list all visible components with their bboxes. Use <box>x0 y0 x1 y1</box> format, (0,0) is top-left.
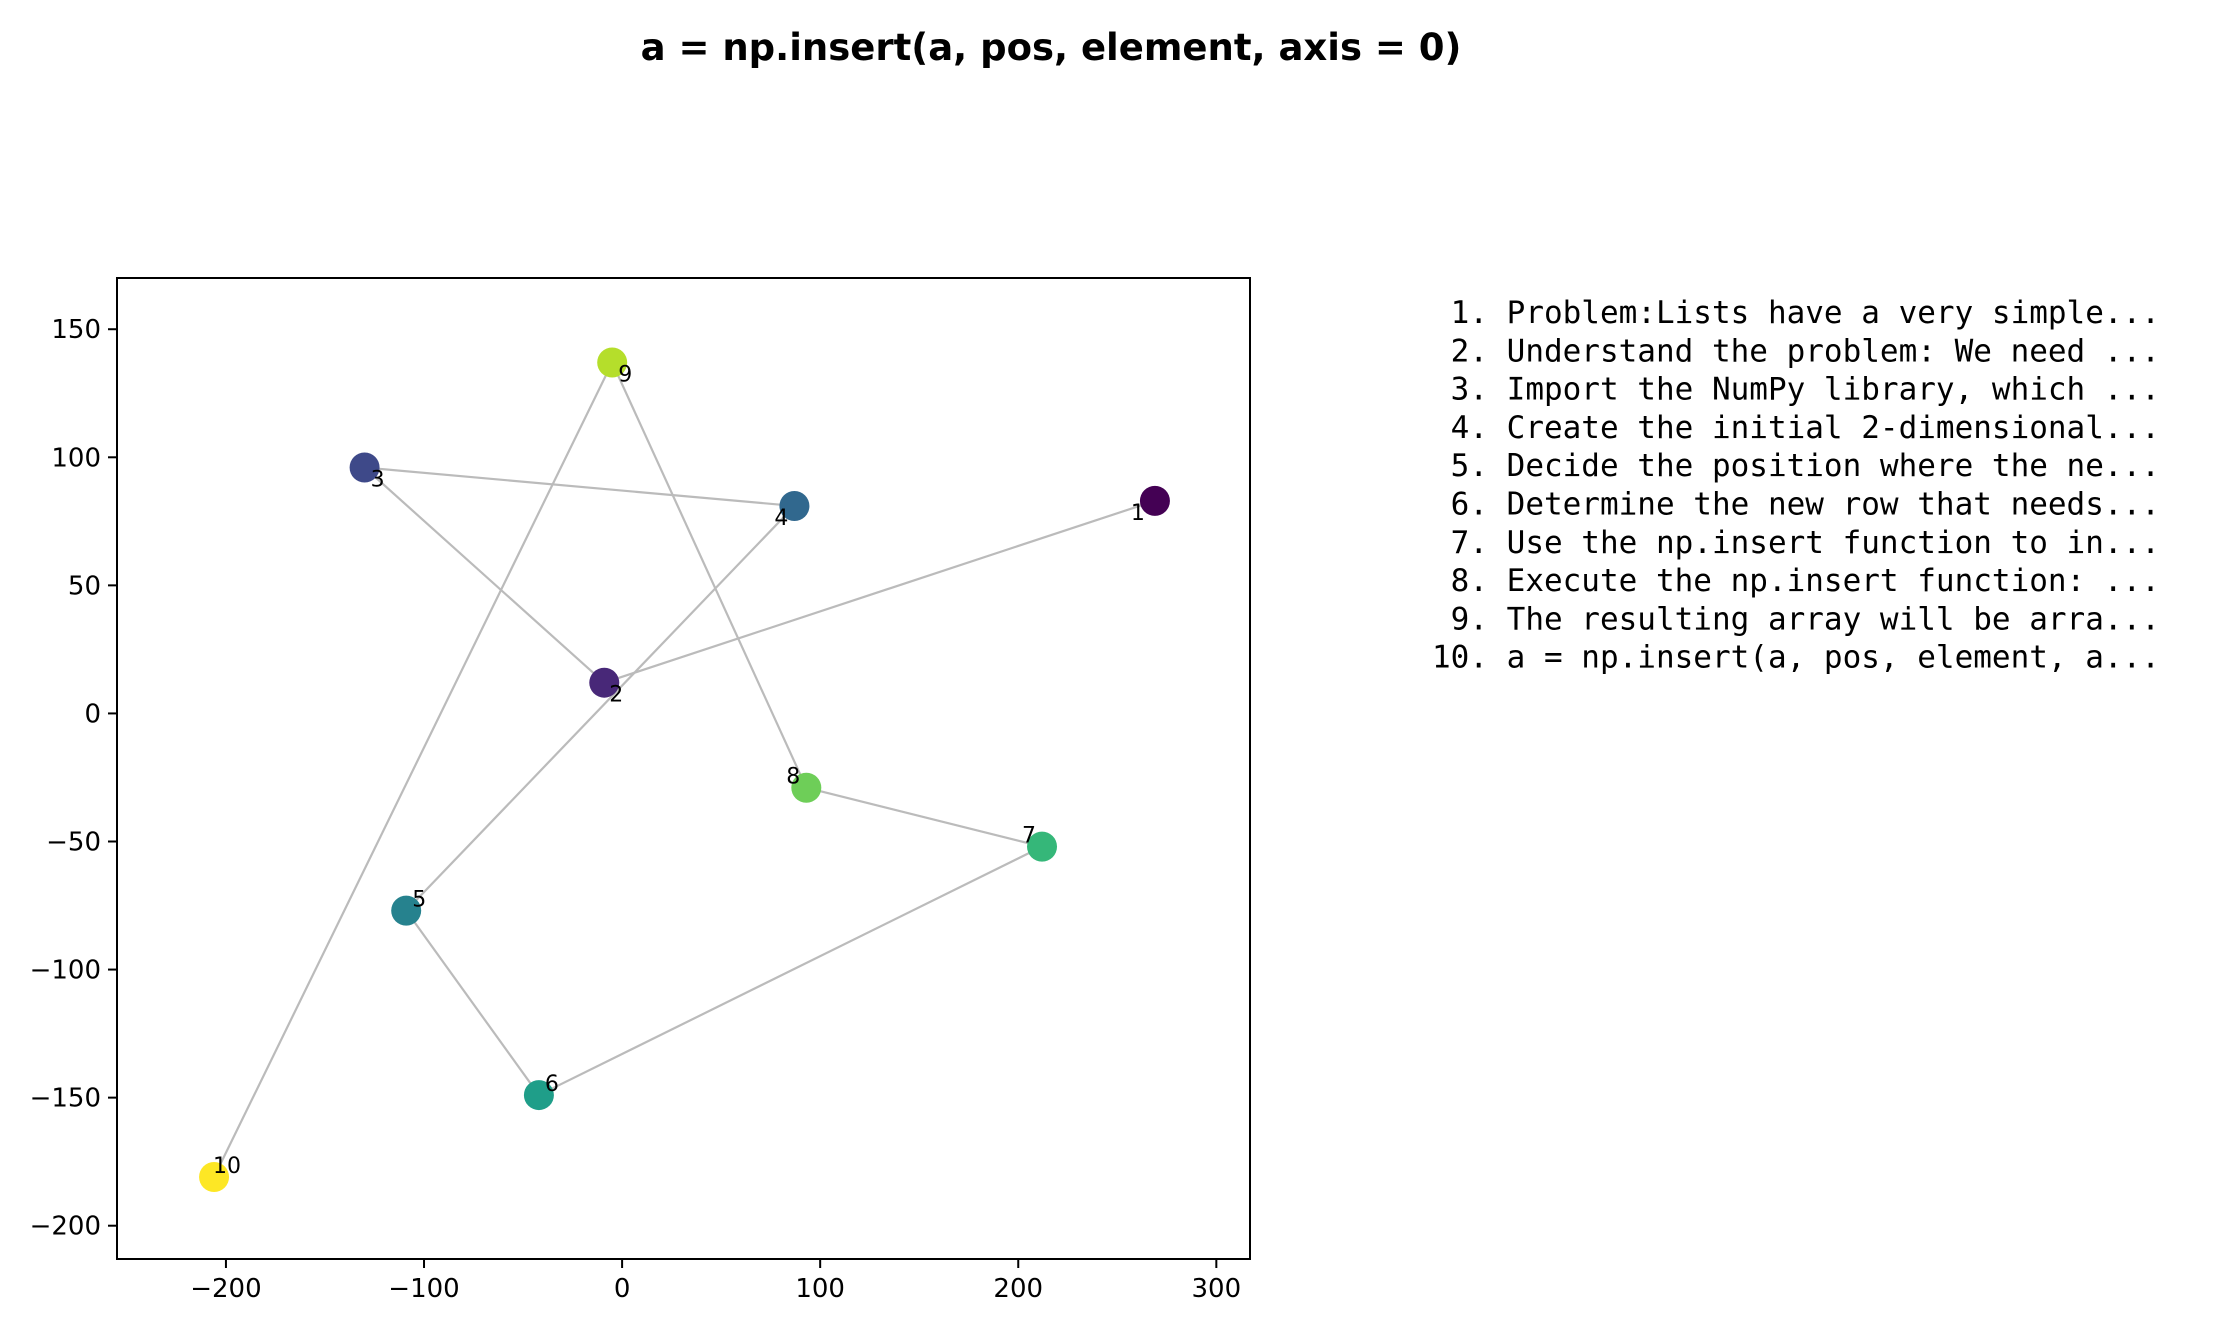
data-point-5 <box>391 895 422 926</box>
data-point-2 <box>589 667 620 698</box>
x-tick-label: −200 <box>190 1274 261 1304</box>
step-item-6: 6. Determine the new row that needs... <box>1432 487 2160 523</box>
connector-line <box>364 466 795 508</box>
step-item-3: 3. Import the NumPy library, which ... <box>1432 372 2160 408</box>
step-item-7: 7. Use the np.insert function to in... <box>1432 525 2160 561</box>
point-label-2: 2 <box>609 683 623 708</box>
step-item-5: 5. Decide the position where the ne... <box>1432 448 2160 484</box>
point-label-3: 3 <box>371 468 385 493</box>
point-label-1: 1 <box>1131 501 1145 526</box>
connector-line <box>611 362 808 789</box>
x-tick-label: 100 <box>795 1274 845 1304</box>
x-tick-label: −100 <box>388 1274 459 1304</box>
step-list: 1. Problem:Lists have a very simple... 2… <box>1432 295 2160 676</box>
y-tick-label: −150 <box>30 1084 101 1114</box>
step-item-2: 2. Understand the problem: We need ... <box>1432 333 2160 369</box>
y-tick-label: 50 <box>68 571 101 601</box>
point-label-8: 8 <box>786 765 800 790</box>
connector-line <box>603 499 1156 684</box>
y-tick-label: 150 <box>51 315 101 345</box>
y-tick-label: 0 <box>84 699 101 729</box>
data-point-9 <box>597 347 628 378</box>
step-item-1: 1. Problem:Lists have a very simple... <box>1432 295 2160 331</box>
data-point-4 <box>779 490 810 521</box>
connector-line <box>405 505 796 912</box>
step-item-10: 10. a = np.insert(a, pos, element, a... <box>1432 640 2160 676</box>
y-tick-label: −50 <box>46 827 101 857</box>
data-point-1 <box>1139 485 1170 516</box>
connector-line <box>213 362 614 1178</box>
step-item-4: 4. Create the initial 2-dimensional... <box>1432 410 2160 446</box>
point-label-4: 4 <box>774 506 788 531</box>
connector-line <box>806 786 1043 848</box>
point-label-7: 7 <box>1022 824 1036 849</box>
x-tick-label: 0 <box>614 1274 631 1304</box>
y-tick-label: −100 <box>30 956 101 986</box>
data-point-3 <box>349 452 380 483</box>
step-item-8: 8. Execute the np.insert function: ... <box>1432 563 2160 599</box>
point-label-6: 6 <box>545 1072 559 1097</box>
point-label-9: 9 <box>618 363 632 388</box>
data-point-8 <box>791 772 822 803</box>
x-tick-label: 200 <box>993 1274 1043 1304</box>
data-point-7 <box>1027 831 1058 862</box>
point-label-5: 5 <box>412 888 426 913</box>
connector-line <box>405 910 540 1096</box>
y-tick-label: −200 <box>30 1212 101 1242</box>
y-tick-label: 100 <box>51 443 101 473</box>
plot-area: 1 2 3 4 5 6 7 8 9 10 −200 −100 0 100 200 300 150 100 50 0 −5… <box>30 277 1251 1304</box>
connector-line <box>538 845 1043 1097</box>
data-point-6 <box>523 1080 554 1111</box>
plot-frame <box>116 277 1251 1260</box>
chart-title: a = np.insert(a, pos, element, axis = 0) <box>641 26 1462 69</box>
data-point-10 <box>199 1162 230 1193</box>
step-item-9: 9. The resulting array will be arra... <box>1432 601 2160 637</box>
x-tick-label: 300 <box>1192 1274 1242 1304</box>
point-label-10: 10 <box>213 1154 241 1179</box>
connector-line <box>363 466 606 684</box>
